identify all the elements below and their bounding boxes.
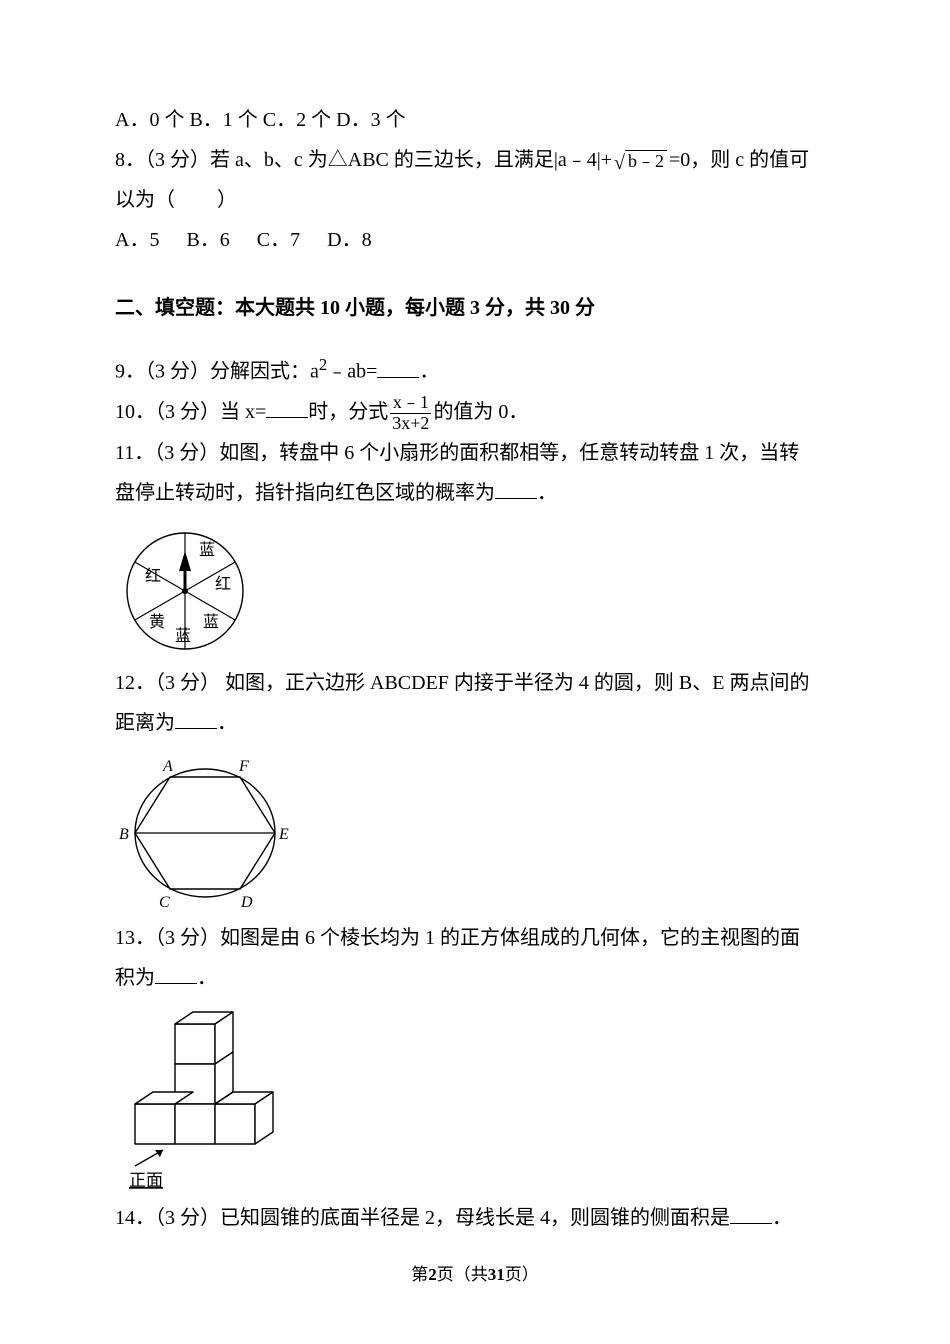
spinner-label-br: 蓝 — [203, 613, 219, 631]
q13-figure: 正面 — [115, 1004, 835, 1194]
q12-line2a: 距离为 — [115, 712, 175, 734]
q8-line1: 8．（3 分）若 a、b、c 为△ABC 的三边长，且满足|a﹣4|+√b﹣2=… — [115, 140, 835, 180]
q9-blank — [377, 358, 419, 378]
q13-line2: 积为 ． — [115, 958, 835, 998]
q9-text3: ． — [419, 361, 439, 383]
q11-line2a: 盘停止转动时，指针指向红色区域的概率为 — [115, 482, 495, 504]
q9-sup: 2 — [319, 355, 327, 374]
q8-optD: D．8 — [327, 220, 371, 260]
hex-label-F: F — [238, 758, 249, 775]
spinner-label-tl: 红 — [145, 567, 161, 585]
q10-fraction: x﹣13x+2 — [390, 393, 431, 434]
cubes-svg: 正面 — [115, 1004, 315, 1194]
q8-optC: C．7 — [257, 220, 300, 260]
q8-line2: 以为（ ） — [115, 180, 835, 220]
q14: 14．（3 分）已知圆锥的底面半径是 2，母线长是 4，则圆锥的侧面积是 ． — [115, 1198, 835, 1238]
q11-line2: 盘停止转动时，指针指向红色区域的概率为 ． — [115, 473, 835, 513]
footer-total: 31 — [488, 1265, 505, 1284]
q8-options: A．5 B．6 C．7 D．8 — [115, 220, 835, 260]
q11-line1: 11．（3 分）如图，转盘中 6 个小扇形的面积都相等，任意转动转盘 1 次，当… — [115, 433, 835, 473]
q12-line2: 距离为 ． — [115, 703, 835, 743]
q12-line1: 12．（3 分） 如图，正六边形 ABCDEF 内接于半径为 4 的圆，则 B、… — [115, 663, 835, 703]
footer-page: 2 — [428, 1265, 437, 1284]
q8-suffix2: 以为（ — [115, 189, 175, 211]
q10-frac-den: 3x+2 — [390, 414, 431, 434]
q10-text2: 时，分式 — [308, 401, 388, 423]
q11-figure: 蓝 红 蓝 蓝 黄 红 — [115, 519, 835, 659]
q13-line2b: ． — [197, 967, 217, 989]
spinner-label-top: 蓝 — [199, 541, 215, 559]
section-2-title: 二、填空题：本大题共 10 小题，每小题 3 分，共 30 分 — [115, 288, 835, 328]
q11-blank — [495, 479, 537, 499]
q14-text2: ． — [772, 1207, 792, 1229]
page-footer: 第2页（共31页） — [115, 1258, 835, 1292]
q10-blank — [266, 398, 308, 418]
q14-text1: 14．（3 分）已知圆锥的底面半径是 2，母线长是 4，则圆锥的侧面积是 — [115, 1207, 730, 1229]
q13-blank — [155, 964, 197, 984]
spinner-label-tr: 红 — [215, 575, 231, 593]
q11-line2b: ． — [537, 482, 557, 504]
hex-label-D: D — [240, 894, 253, 911]
q12-line2b: ． — [217, 712, 237, 734]
sqrt-expression: √b﹣2 — [614, 150, 667, 173]
q9-text1: 9．（3 分）分解因式：a — [115, 361, 319, 383]
footer-c: 页） — [505, 1265, 539, 1284]
q9: 9．（3 分）分解因式：a2﹣ab= ． — [115, 348, 835, 392]
hex-label-B: B — [119, 826, 129, 843]
q8-optA: A．5 — [115, 220, 159, 260]
q9-text2: ﹣ab= — [327, 361, 377, 383]
hexagon-svg: A F E D C B — [115, 749, 295, 914]
footer-a: 第 — [411, 1265, 428, 1284]
q8-suffix3: ） — [217, 189, 237, 211]
q14-blank — [730, 1204, 772, 1224]
q10: 10．（3 分）当 x= 时，分式x﹣13x+2的值为 0． — [115, 392, 835, 434]
front-label: 正面 — [129, 1171, 163, 1190]
q10-text1: 10．（3 分）当 x= — [115, 401, 266, 423]
q7-options: A．0 个 B．1 个 C．2 个 D．3 个 — [115, 100, 835, 140]
hex-label-A: A — [162, 758, 173, 775]
spinner-label-bl: 黄 — [149, 613, 165, 631]
q10-text3: 的值为 0． — [433, 401, 528, 423]
footer-b: 页（共 — [437, 1265, 488, 1284]
sqrt-radicand: b﹣2 — [625, 150, 667, 173]
q12-figure: A F E D C B — [115, 749, 835, 914]
q8-prefix: 8．（3 分）若 a、b、c 为△ABC 的三边长，且满足|a﹣4|+ — [115, 149, 612, 171]
hex-label-C: C — [159, 894, 170, 911]
q10-frac-num: x﹣1 — [390, 393, 431, 414]
q13-line2a: 积为 — [115, 967, 155, 989]
q8-optB: B．6 — [186, 220, 229, 260]
sqrt-sign: √ — [614, 153, 625, 173]
q13-line1: 13．（3 分）如图是由 6 个棱长均为 1 的正方体组成的几何体，它的主视图的… — [115, 918, 835, 958]
spinner-svg: 蓝 红 蓝 蓝 黄 红 — [115, 519, 255, 659]
q8-suffix1: =0，则 c 的值可 — [669, 149, 809, 171]
spinner-label-bottom: 蓝 — [175, 627, 191, 645]
hex-label-E: E — [278, 826, 289, 843]
q12-blank — [175, 709, 217, 729]
